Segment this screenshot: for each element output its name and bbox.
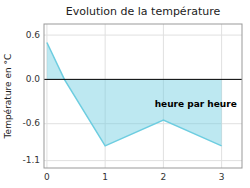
y-tick-label: 0.0 xyxy=(26,74,41,84)
plot-area xyxy=(47,42,222,145)
zero-line xyxy=(44,79,242,80)
grid xyxy=(44,24,242,168)
x-tick-label: 0 xyxy=(44,172,50,182)
y-tick-label: -1.1 xyxy=(22,155,40,165)
x-tick-label: 1 xyxy=(102,172,108,182)
y-axis: -1.1 -0.6 0.0 0.6 xyxy=(22,30,40,166)
plot-frame xyxy=(44,24,242,168)
y-axis-label: Température en °C xyxy=(3,54,13,140)
grid-line xyxy=(44,160,242,161)
grid-line xyxy=(44,35,242,36)
chart: -1.1 -0.6 0.0 0.6 0 1 2 3 Température en °C Evolu… xyxy=(0,0,250,188)
annotation: heure par heure xyxy=(155,99,237,109)
line xyxy=(47,42,222,145)
y-tick-label: -0.6 xyxy=(22,118,40,128)
y-tick-label: 0.6 xyxy=(26,30,41,40)
area xyxy=(47,42,222,145)
x-tick-label: 2 xyxy=(161,172,167,182)
title: Evolution de la température xyxy=(66,5,221,18)
x-tick-label: 3 xyxy=(219,172,225,182)
x-axis: 0 1 2 3 xyxy=(44,172,224,182)
grid-line xyxy=(44,79,242,80)
